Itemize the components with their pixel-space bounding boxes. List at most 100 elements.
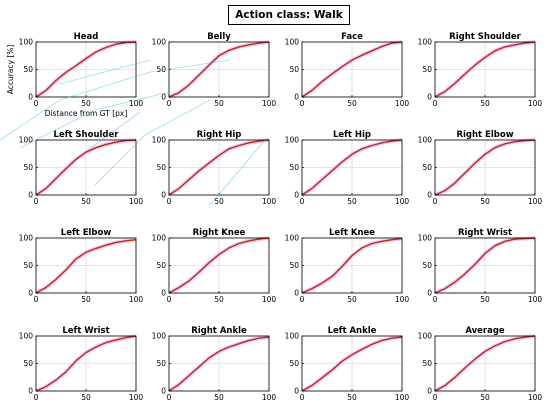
x-tick-label: 100 (262, 99, 277, 108)
y-tick-label: 0 (161, 387, 166, 396)
x-tick-label: 0 (167, 197, 172, 206)
y-tick-label: 50 (422, 359, 432, 368)
series-line (434, 335, 536, 392)
y-tick-label: 0 (28, 93, 33, 102)
x-tick-label: 0 (34, 99, 39, 108)
x-tick-label: 100 (129, 197, 144, 206)
x-tick-label: 50 (480, 197, 490, 206)
x-tick-label: 0 (433, 393, 438, 402)
y-tick-label: 100 (152, 38, 167, 47)
subplot-title: Right Shoulder (449, 32, 521, 42)
subplot-right-ankle: 0 50 100 0 50 100 Right Ankle (152, 326, 277, 402)
x-tick-label: 100 (528, 197, 543, 206)
stray-stroke (94, 99, 211, 186)
figure-title: Action class: Walk (228, 5, 350, 25)
y-tick-label: 100 (19, 332, 34, 341)
y-tick-label: 50 (289, 261, 299, 270)
x-tick-label: 50 (81, 197, 91, 206)
x-tick-label: 0 (34, 295, 39, 304)
x-tick-label: 50 (347, 197, 357, 206)
subplot-title: Right Knee (193, 228, 246, 238)
y-tick-label: 100 (418, 38, 433, 47)
subplot-left-shoulder: 0 50 100 0 50 100 Left Shoulder (19, 130, 144, 206)
y-tick-label: 100 (418, 136, 433, 145)
series-line (168, 139, 270, 196)
x-tick-label: 0 (167, 393, 172, 402)
y-tick-label: 50 (23, 261, 33, 270)
x-tick-label: 100 (129, 295, 144, 304)
x-tick-label: 0 (433, 99, 438, 108)
y-tick-label: 50 (23, 163, 33, 172)
y-tick-label: 100 (418, 332, 433, 341)
y-tick-label: 50 (23, 65, 33, 74)
x-tick-label: 100 (262, 197, 277, 206)
x-tick-label: 100 (528, 295, 543, 304)
subplot-title: Left Wrist (62, 326, 109, 336)
y-tick-label: 100 (19, 38, 34, 47)
subplot-title: Right Elbow (456, 130, 513, 140)
y-tick-label: 50 (289, 359, 299, 368)
x-tick-label: 50 (214, 393, 224, 402)
x-tick-label: 100 (262, 393, 277, 402)
y-tick-label: 0 (427, 93, 432, 102)
stray-stroke (0, 59, 231, 141)
y-tick-label: 0 (294, 289, 299, 298)
subplot-title: Left Ankle (328, 326, 377, 336)
y-tick-label: 50 (422, 261, 432, 270)
subplot-left-hip: 0 50 100 0 50 100 Left Hip (285, 130, 410, 206)
x-tick-label: 50 (81, 295, 91, 304)
x-tick-label: 50 (480, 295, 490, 304)
subplot-title: Belly (207, 32, 231, 42)
y-tick-label: 50 (289, 65, 299, 74)
y-tick-label: 0 (28, 289, 33, 298)
subplot-title: Right Wrist (458, 228, 512, 238)
series-line (35, 41, 137, 98)
y-tick-label: 0 (28, 387, 33, 396)
subplot-left-knee: 0 50 100 0 50 100 Left Knee (285, 228, 410, 304)
y-tick-label: 50 (23, 359, 33, 368)
x-tick-label: 0 (433, 295, 438, 304)
x-tick-label: 100 (262, 295, 277, 304)
stray-stroke (209, 139, 266, 206)
x-tick-label: 0 (433, 197, 438, 206)
x-tick-label: 50 (347, 99, 357, 108)
series-line (301, 336, 403, 392)
x-tick-label: 50 (347, 393, 357, 402)
y-tick-label: 0 (28, 191, 33, 200)
x-tick-label: 0 (34, 393, 39, 402)
y-tick-label: 100 (152, 332, 167, 341)
subplot-head: 0 50 100 0 50 100 Head Distance from GT [px] Acc… (6, 32, 143, 118)
subplot-title: Left Shoulder (54, 130, 120, 140)
subplot-title: Left Knee (329, 228, 375, 238)
y-tick-label: 100 (285, 136, 300, 145)
y-axis-label: Accuracy [%] (6, 45, 15, 95)
subplot-title: Right Ankle (191, 326, 247, 336)
stray-stroke (87, 111, 141, 151)
subplot-title: Average (465, 326, 505, 336)
y-tick-label: 0 (427, 387, 432, 396)
y-tick-label: 100 (285, 38, 300, 47)
x-tick-label: 100 (395, 197, 410, 206)
series-line (35, 335, 137, 392)
series-line (168, 237, 270, 294)
y-tick-label: 100 (285, 234, 300, 243)
series-line (301, 41, 403, 98)
x-tick-label: 0 (167, 99, 172, 108)
y-tick-label: 100 (418, 234, 433, 243)
y-tick-label: 50 (156, 163, 166, 172)
y-tick-label: 0 (161, 191, 166, 200)
y-tick-label: 50 (422, 65, 432, 74)
x-tick-label: 100 (395, 99, 410, 108)
subplot-left-elbow: 0 50 100 0 50 100 Left Elbow (19, 228, 144, 304)
x-tick-label: 50 (81, 393, 91, 402)
subplot-right-wrist: 0 50 100 0 50 100 Right Wrist (418, 228, 543, 304)
y-tick-label: 0 (294, 387, 299, 396)
y-tick-label: 50 (156, 359, 166, 368)
series-line (301, 139, 403, 196)
stray-stroke (19, 91, 171, 149)
x-tick-label: 50 (81, 99, 91, 108)
subplot-belly: 0 50 100 0 50 100 Belly (152, 32, 277, 108)
series-line (35, 139, 137, 196)
subplot-left-ankle: 0 50 100 0 50 100 Left Ankle (285, 326, 410, 402)
series-line (434, 41, 536, 98)
